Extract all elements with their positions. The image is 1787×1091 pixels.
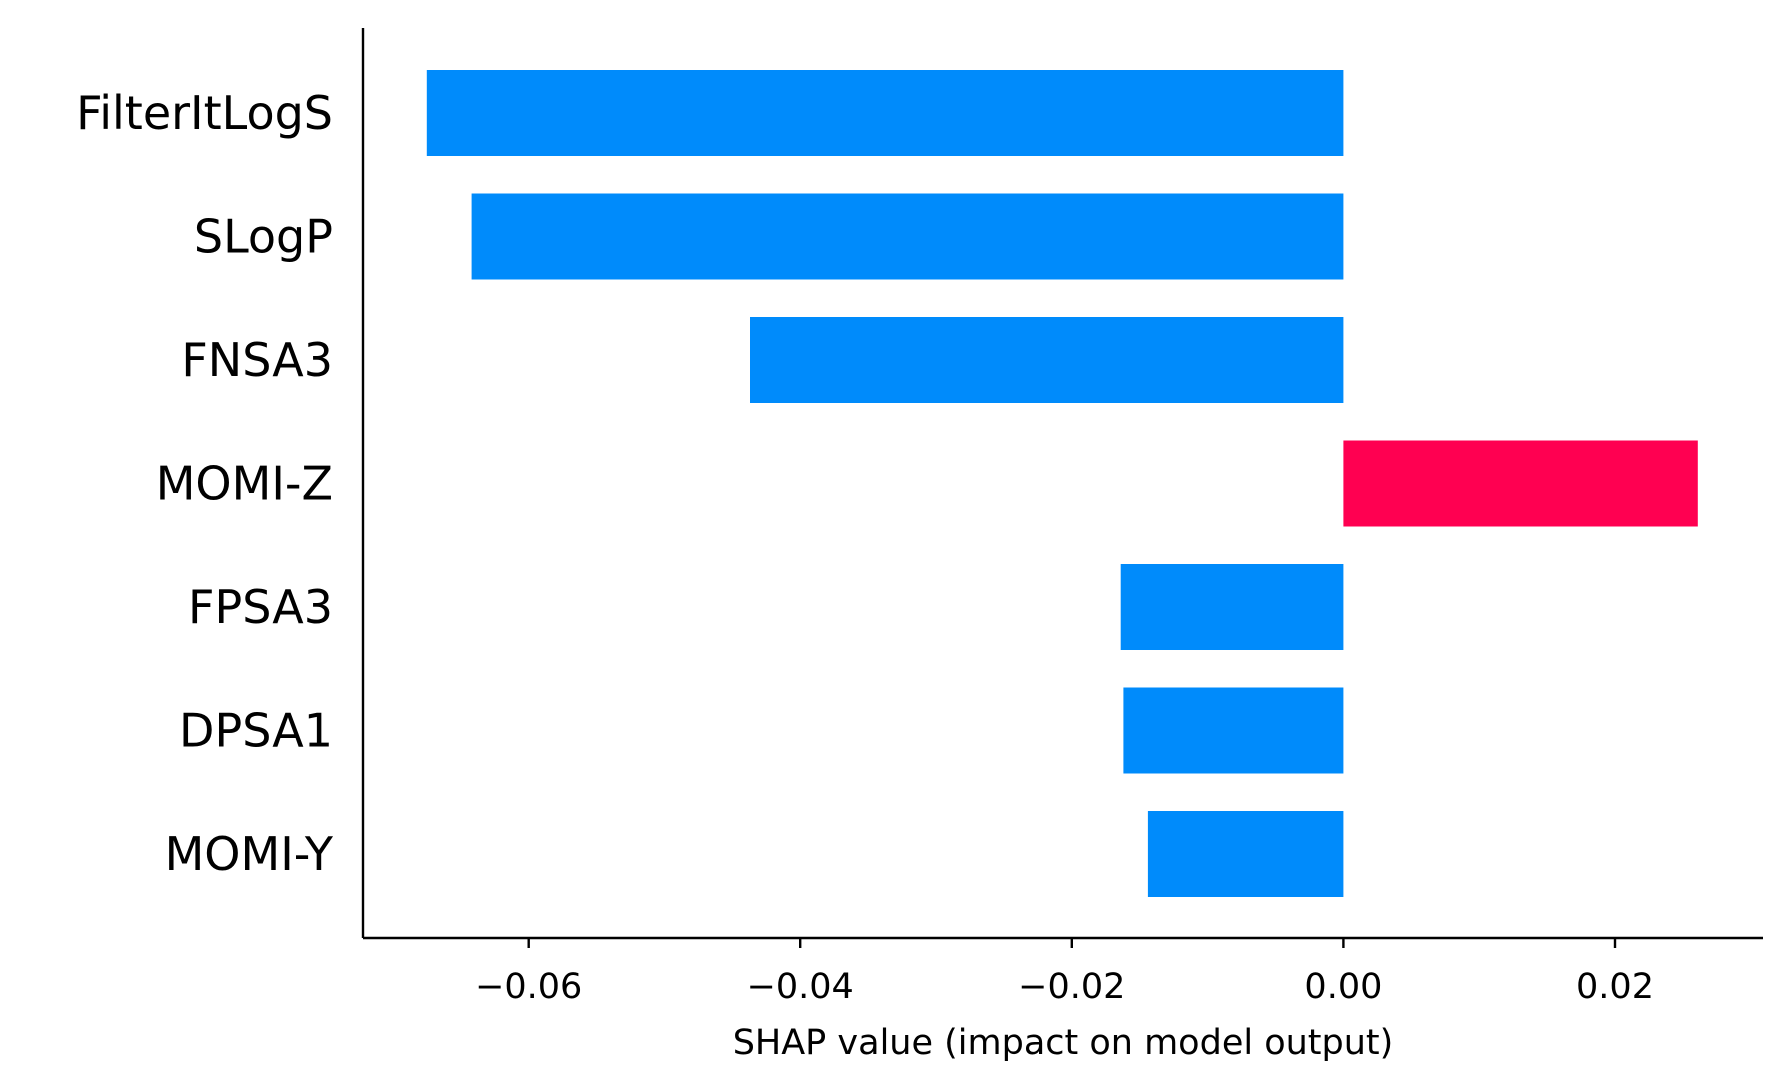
category-label: SLogP bbox=[194, 210, 333, 264]
x-tick-label: −0.02 bbox=[1018, 967, 1125, 1007]
category-label: FPSA3 bbox=[188, 580, 333, 634]
bar-slogp bbox=[471, 193, 1344, 280]
x-axis-title: SHAP value (impact on model output) bbox=[733, 1023, 1394, 1063]
bar-dpsa1 bbox=[1123, 687, 1344, 774]
x-tick-label: 0.00 bbox=[1304, 967, 1382, 1007]
bar-fnsa3 bbox=[750, 317, 1344, 403]
category-label: MOMI-Y bbox=[165, 827, 334, 881]
category-label: FNSA3 bbox=[181, 333, 333, 387]
category-labels: FilterItLogS SLogP FNSA3 MOMI-Z FPSA3 DPSA1 MO… bbox=[76, 86, 334, 881]
category-label: DPSA1 bbox=[179, 704, 333, 758]
category-label: FilterItLogS bbox=[76, 86, 333, 140]
bar-momi-z bbox=[1343, 440, 1698, 527]
bar-filteritlogs bbox=[426, 70, 1344, 156]
category-label: MOMI-Z bbox=[156, 457, 333, 511]
x-axis-ticks: −0.06 −0.04 −0.02 0.00 0.02 bbox=[475, 938, 1654, 1007]
x-tick-label: −0.06 bbox=[475, 967, 582, 1007]
bars-layer bbox=[426, 70, 1698, 897]
x-tick-label: −0.04 bbox=[747, 967, 854, 1007]
bar-momi-y bbox=[1147, 811, 1344, 897]
bar-fpsa3 bbox=[1120, 564, 1344, 650]
x-tick-label: 0.02 bbox=[1576, 967, 1654, 1007]
